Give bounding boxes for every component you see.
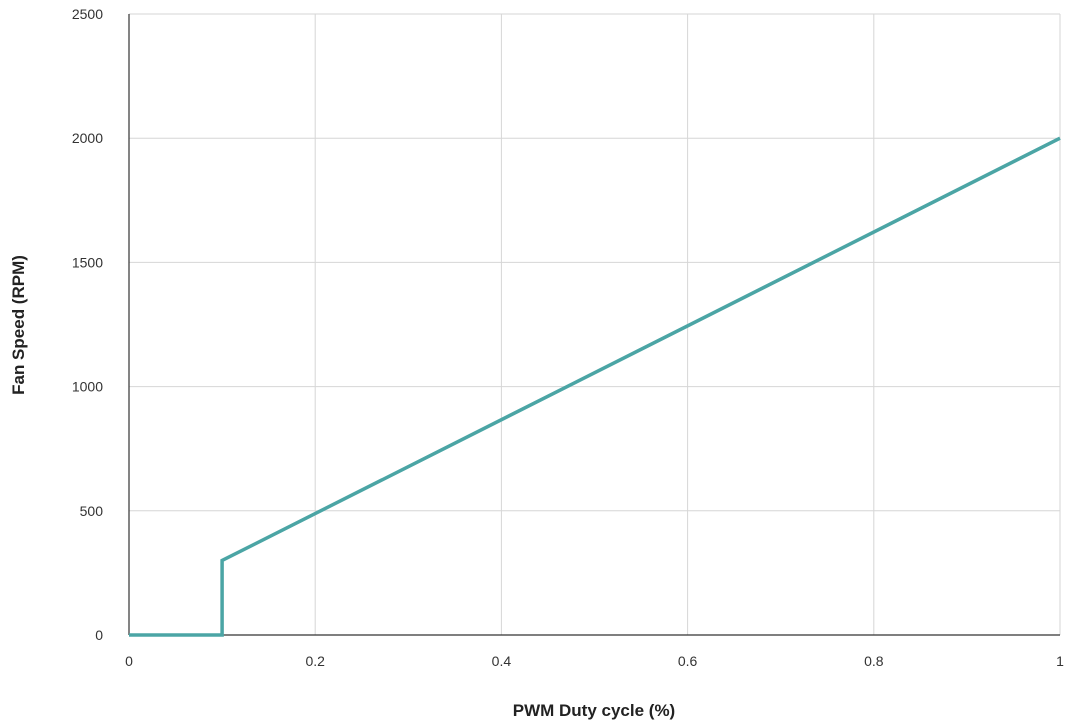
x-tick-label: 0.6	[678, 653, 698, 669]
x-axis-title: PWM Duty cycle (%)	[513, 701, 675, 720]
x-tick-label: 0.8	[864, 653, 884, 669]
y-tick-label: 0	[95, 627, 103, 643]
series-layer	[129, 136, 1061, 637]
y-tick-label: 1000	[72, 379, 103, 395]
y-tick-label: 500	[80, 503, 104, 519]
series-line	[129, 136, 1061, 637]
x-tick-label: 0.4	[492, 653, 512, 669]
y-axis-title: Fan Speed (RPM)	[9, 255, 28, 395]
y-tick-label: 2000	[72, 130, 103, 146]
tick-label-layer: 0 0.2 0.4 0.6 0.8 1 0 500 1000 1500 2000 2500	[72, 6, 1064, 669]
axis-layer	[128, 14, 1060, 636]
x-tick-label: 0	[125, 653, 133, 669]
grid-layer	[129, 13, 1061, 635]
y-tick-label: 1500	[72, 254, 103, 270]
x-tick-label: 1	[1056, 653, 1064, 669]
y-tick-label: 2500	[72, 6, 103, 22]
x-tick-label: 0.2	[305, 653, 325, 669]
